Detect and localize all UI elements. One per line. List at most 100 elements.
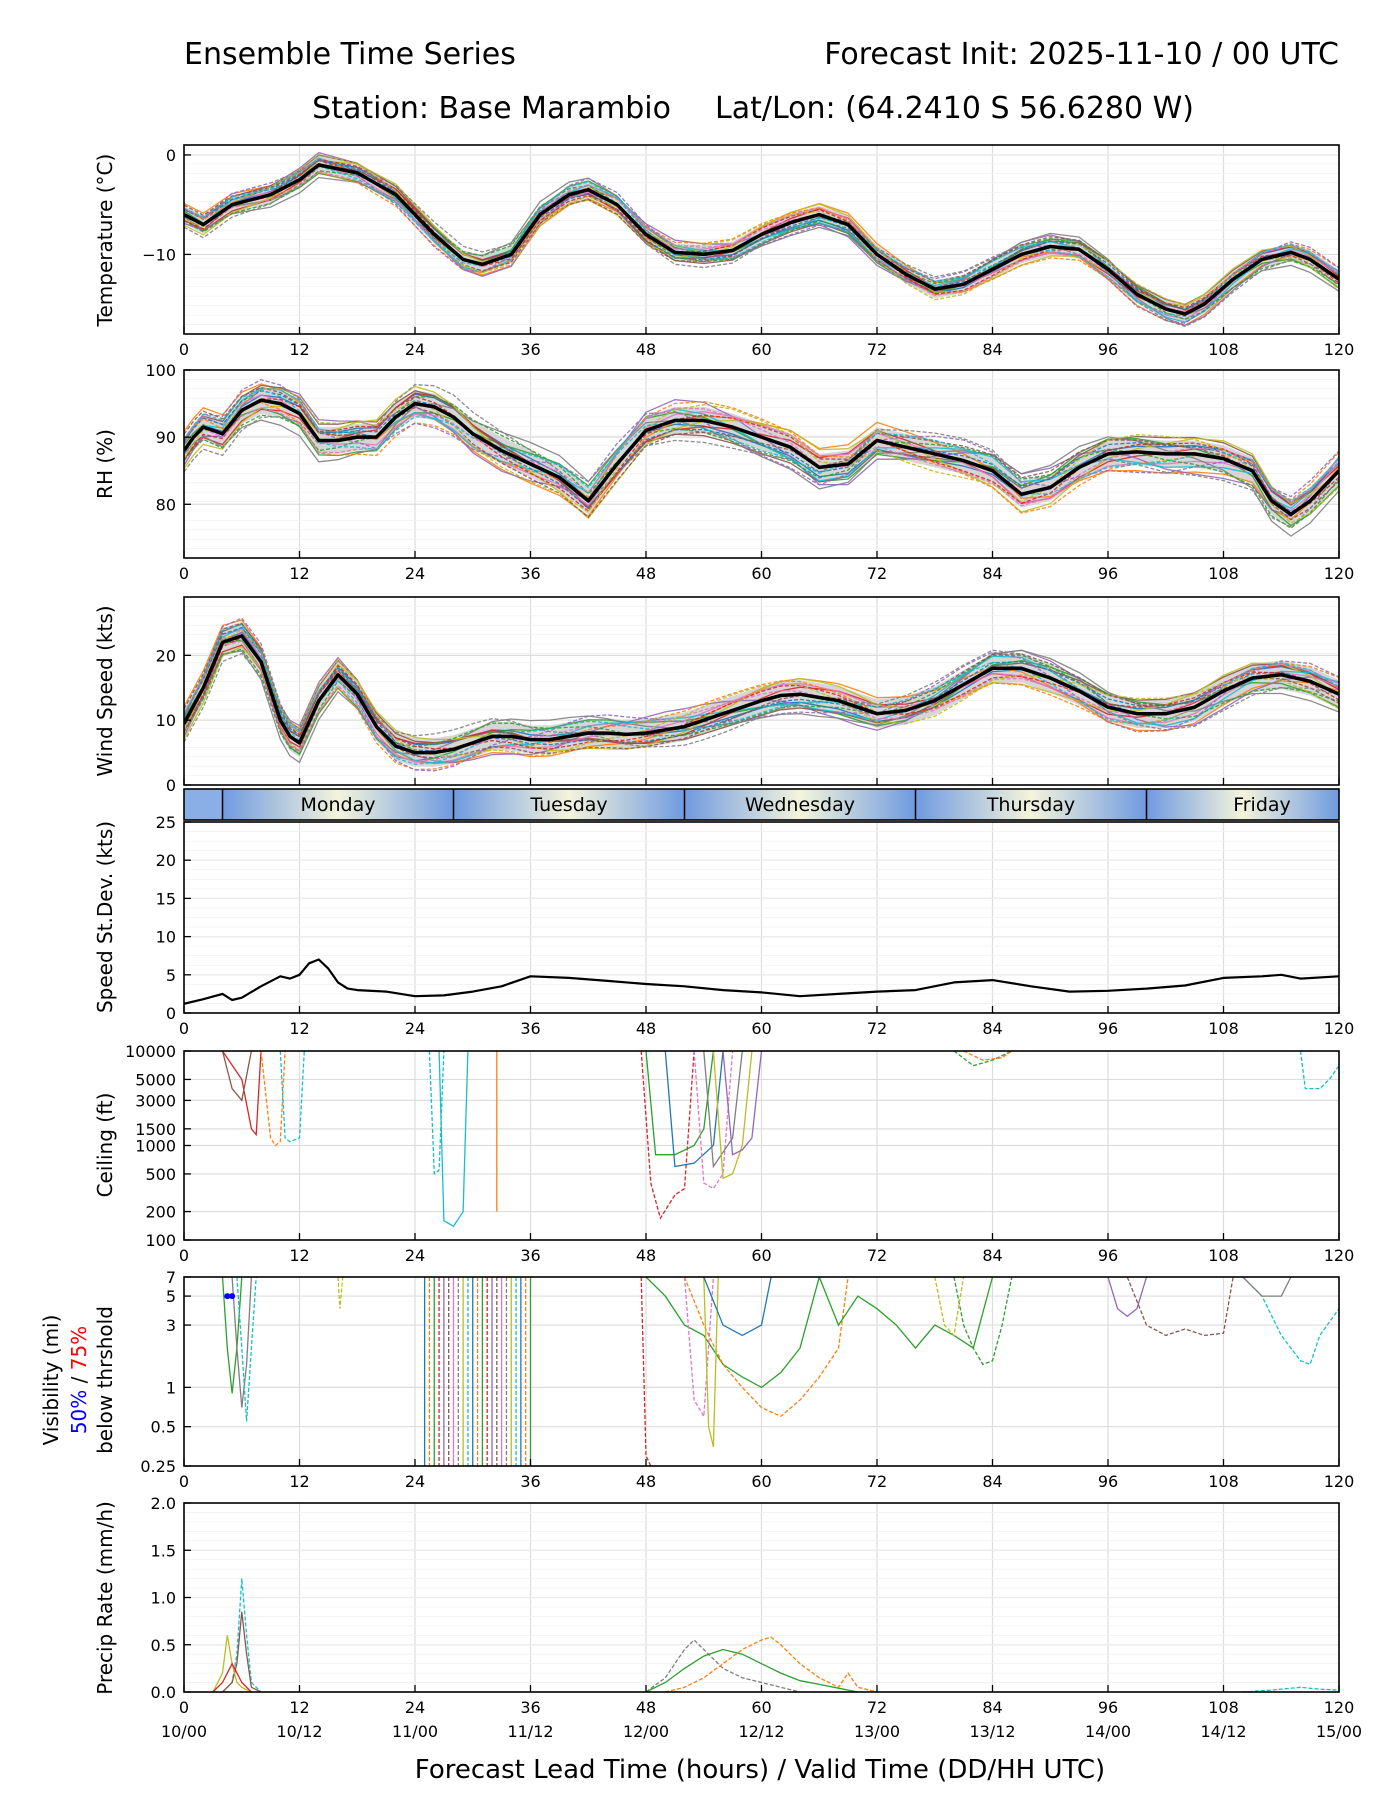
wind-member-line [184, 622, 1339, 759]
temperature-mean-line [184, 163, 1339, 316]
visibility-member-line [953, 1277, 1013, 1366]
x-tick-label: 48 [636, 1019, 656, 1038]
x-tick-label: 84 [982, 1246, 1002, 1265]
ceiling-member-line [221, 1051, 253, 1102]
y-tick-label: 1500 [135, 1120, 176, 1139]
x-tick-label: 60 [751, 340, 771, 359]
day-label: Thursday [986, 794, 1075, 816]
ceiling-member-line [645, 1051, 715, 1156]
x-tick-label: 72 [867, 1246, 887, 1265]
x-tick-label: 60 [751, 1698, 771, 1717]
wind-member-line [184, 633, 1339, 771]
visibility-member-line [640, 1277, 652, 1466]
visibility-member-line [683, 1277, 715, 1419]
x-tick-label: 96 [1098, 1019, 1118, 1038]
valid-time-label: 14/12 [1200, 1722, 1246, 1741]
x-tick-label: 96 [1098, 1698, 1118, 1717]
y-tick-label: 20 [156, 851, 176, 870]
valid-time-label: 11/00 [392, 1722, 438, 1741]
rh-ylabel: RH (%) [93, 429, 117, 499]
y-tick-label: 100 [145, 361, 176, 380]
x-tick-label: 12 [289, 1472, 309, 1491]
stdev-panel: 25 20 15 10 5 00 12 24 36 48 60 72 84 96 108 120 Speed S… [93, 813, 1354, 1038]
rh-member-line [184, 386, 1339, 518]
visibility-member-line [703, 1277, 772, 1337]
y-tick-label: 3000 [135, 1091, 176, 1110]
x-tick-label: 120 [1324, 1472, 1355, 1491]
visibility-panel: 75 3 1 0.5 0.250 12 24 36 48 60 72 84 96 108 120 [140, 1268, 1354, 1491]
temperature-member-line [184, 153, 1339, 306]
x-tick-label: 12 [289, 340, 309, 359]
y-tick-label: 0 [166, 146, 176, 165]
x-tick-label: 108 [1208, 1472, 1239, 1491]
stdev-mean-line [184, 958, 1339, 1005]
x-tick-label: 48 [636, 1698, 656, 1717]
x-tick-label: 0 [179, 1698, 189, 1717]
temperature-member-line [184, 165, 1339, 317]
precip-member-line [1242, 1686, 1339, 1692]
precip-panel: 2.0 1.5 1.0 0.5 0.00 12 24 36 48 60 72 84 96 108 120 Pr… [93, 1494, 1354, 1717]
y-tick-label: 15 [156, 889, 176, 908]
precip-member-line [212, 1662, 252, 1692]
ceiling-member-line [722, 1051, 763, 1156]
rh-plot-area [184, 379, 1339, 537]
wind-panel: 20 10 0 Wind Speed (kts) [93, 596, 1340, 795]
x-tick-label: 72 [867, 340, 887, 359]
rh-member-line [184, 379, 1339, 498]
temperature-ylabel: Temperature (°C) [93, 154, 117, 328]
temperature-member-line [184, 154, 1339, 306]
rh-member-line [184, 388, 1339, 524]
title-left: Ensemble Time Series [184, 37, 516, 72]
visibility-ylabel-line2: 50% / 75% [67, 1326, 91, 1434]
ceiling-member-line [664, 1051, 724, 1168]
visibility-member-line [337, 1277, 344, 1309]
x-tick-label: 72 [867, 564, 887, 583]
y-tick-label: 3 [166, 1316, 176, 1335]
x-tick-label: 24 [405, 340, 425, 359]
temperature-plot-area [184, 151, 1339, 328]
visibility-member-line [1107, 1277, 1148, 1318]
valid-time-label: 14/00 [1085, 1722, 1131, 1741]
ceiling-member-line [1299, 1051, 1339, 1090]
x-tick-label: 36 [520, 564, 540, 583]
x-tick-label: 72 [867, 1698, 887, 1717]
visibility-member-line [683, 1277, 849, 1418]
ceiling-member-line [953, 1051, 1013, 1067]
y-tick-label: 0.25 [140, 1457, 176, 1476]
visibility-member-line [1242, 1277, 1292, 1297]
y-tick-label: 200 [145, 1203, 176, 1222]
x-tick-label: 120 [1324, 340, 1355, 359]
visibility-member-line [1242, 1277, 1339, 1366]
y-tick-label: 5 [166, 1287, 176, 1306]
precip-member-line [665, 1636, 878, 1692]
rh-member-line [184, 387, 1339, 510]
y-tick-label: 7 [166, 1268, 176, 1287]
wind-member-line [184, 628, 1339, 757]
stdev-plot-area [184, 958, 1339, 1005]
y-tick-label: 0.5 [151, 1418, 176, 1437]
ceiling-member-line [428, 1051, 445, 1176]
x-tick-label: 72 [867, 1019, 887, 1038]
y-tick-label: 10000 [125, 1042, 176, 1061]
day-strip-segment [684, 789, 916, 820]
y-tick-label: 20 [156, 646, 176, 665]
visibility-ylabel-line3: below thrshold [93, 1306, 117, 1454]
valid-time-label: 11/12 [507, 1722, 553, 1741]
y-tick-label: 90 [156, 428, 176, 447]
day-strip-segment [915, 789, 1147, 820]
x-tick-label: 120 [1324, 564, 1355, 583]
visibility-member-line [703, 1277, 719, 1448]
ceiling-member-line [438, 1051, 469, 1228]
temperature-member-line [184, 159, 1339, 324]
temperature-panel: 0 −10 0 12 24 36 48 60 72 84 96 108 120 Temperature (… [93, 144, 1355, 359]
x-tick-label: 60 [751, 564, 771, 583]
valid-time-label: 13/00 [854, 1722, 900, 1741]
ceiling-member-line [712, 1051, 753, 1180]
pct50-marker [229, 1293, 236, 1300]
rh-mean-line [184, 398, 1339, 517]
x-tick-label: 84 [982, 1472, 1002, 1491]
x-tick-label: 48 [636, 340, 656, 359]
x-tick-label: 0 [179, 1246, 189, 1265]
